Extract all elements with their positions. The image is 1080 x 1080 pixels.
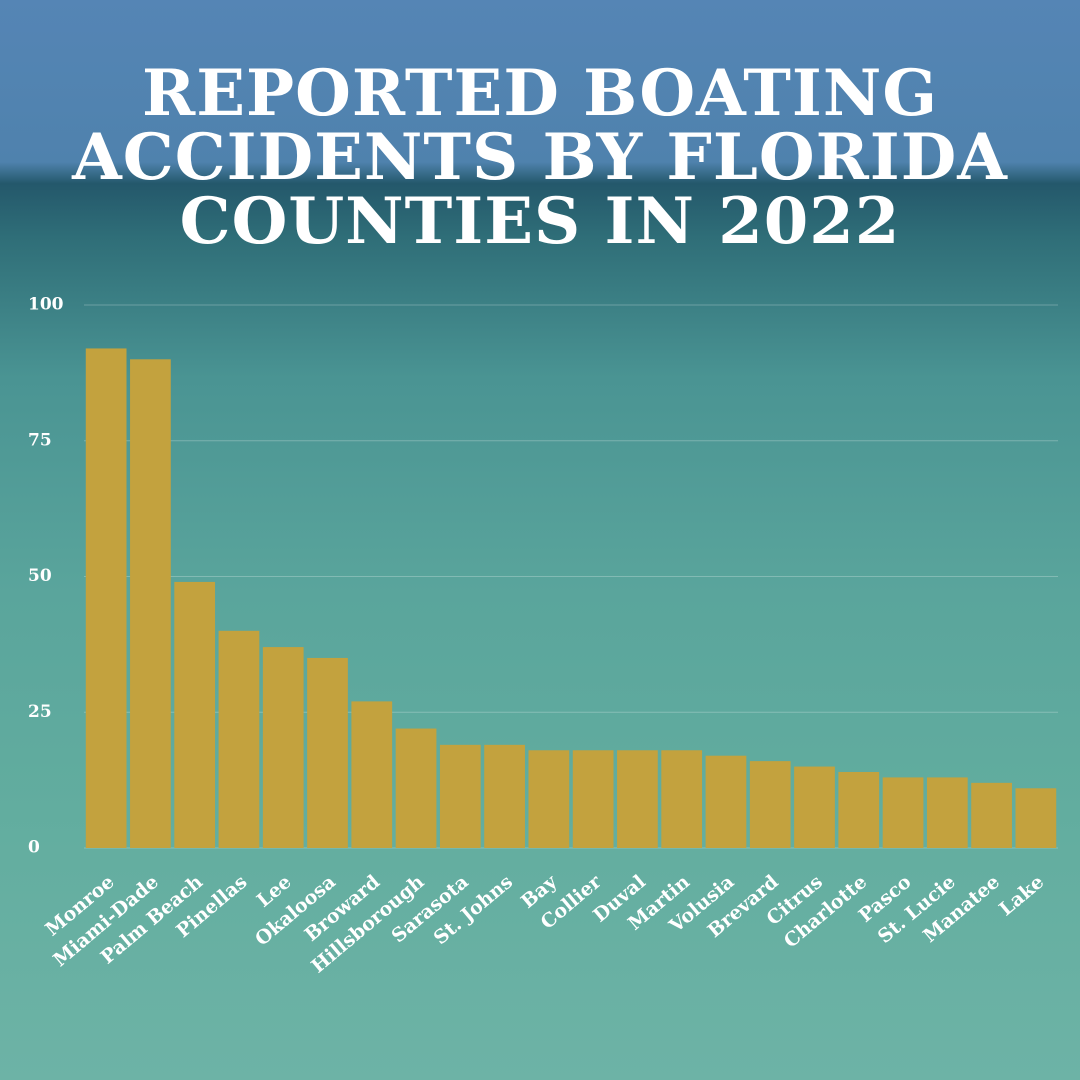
bar [484,744,525,848]
y-tick-label: 75 [28,430,52,450]
bar [395,728,437,848]
chart-title: REPORTED BOATING ACCIDENTS BY FLORIDA CO… [72,56,1008,259]
bar [130,359,171,848]
bar [439,744,481,848]
bar [307,657,348,848]
bar [1015,788,1057,848]
y-tick-label: 0 [28,838,40,858]
bar [262,647,304,848]
bar [218,630,260,848]
bar [926,777,968,848]
bar [572,750,614,848]
y-tick-label: 100 [28,295,64,315]
bar [971,782,1012,848]
bar [351,701,393,848]
y-tick-label: 25 [28,702,52,722]
bar [174,581,216,848]
bar [749,761,791,848]
bar [661,750,703,848]
bar [85,348,127,848]
bar [617,750,658,848]
bar [528,750,570,848]
bar [794,766,835,848]
bar [705,755,747,848]
y-tick-label: 50 [28,566,52,586]
bar [838,771,880,848]
bar [882,777,924,848]
x-tick-label: Lake [995,871,1048,921]
